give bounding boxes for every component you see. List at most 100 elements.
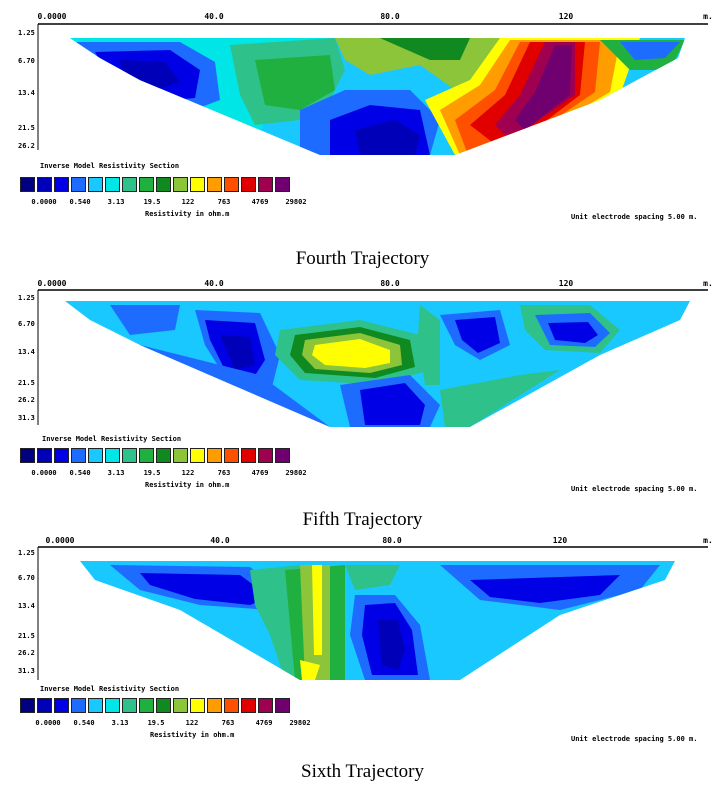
legend-value: 0.0000 [31, 469, 57, 477]
depth-label: 21.5 [18, 124, 35, 132]
legend-value: 3.13 [107, 198, 125, 206]
legend-value: 3.13 [107, 469, 125, 477]
legend-swatch [275, 177, 290, 192]
legend-value: 763 [221, 719, 235, 727]
legend-value: 763 [217, 198, 231, 206]
resistivity-section [37, 23, 708, 155]
trajectory-caption: Fourth Trajectory [295, 248, 430, 269]
legend-swatch [105, 698, 120, 713]
legend-swatch [122, 698, 137, 713]
legend-swatch [139, 448, 154, 463]
legend-swatch [54, 177, 69, 192]
depth-label: 13.4 [18, 602, 35, 610]
axis-tick: 0.0000 [37, 12, 67, 21]
legend-value: 4769 [251, 469, 269, 477]
color-legend [20, 448, 290, 463]
depth-label: 1.25 [18, 294, 35, 302]
depth-label: 6.70 [18, 320, 35, 328]
electrode-spacing: Unit electrode spacing 5.00 m. [571, 735, 698, 743]
legend-title: Inverse Model Resistivity Section [40, 162, 180, 170]
legend-swatch [139, 698, 154, 713]
legend-value: 19.5 [143, 198, 161, 206]
legend-swatch [20, 698, 35, 713]
legend-value: 122 [181, 198, 195, 206]
depth-label: 6.70 [18, 574, 35, 582]
legend-swatch [122, 448, 137, 463]
legend-swatch [105, 448, 120, 463]
axis-tick: 0.0000 [37, 279, 67, 288]
axis-tick: 40.0 [204, 12, 224, 21]
legend-swatch [20, 448, 35, 463]
legend-swatch [88, 177, 103, 192]
legend-value: 29802 [289, 719, 311, 727]
depth-label: 13.4 [18, 348, 35, 356]
legend-swatch [173, 698, 188, 713]
legend-swatch [224, 698, 239, 713]
legend-swatch [275, 698, 290, 713]
legend-title: Inverse Model Resistivity Section [40, 685, 180, 693]
legend-swatch [71, 177, 86, 192]
legend-swatch [105, 177, 120, 192]
legend-unit: Resistivity in ohm.m [145, 210, 230, 218]
axis-tick: 80.0 [380, 12, 400, 21]
electrode-spacing: Unit electrode spacing 5.00 m. [571, 485, 698, 493]
axis-tick: m. [703, 279, 713, 288]
legend-swatch [258, 698, 273, 713]
legend-value: 29802 [285, 198, 307, 206]
electrode-spacing: Unit electrode spacing 5.00 m. [571, 213, 698, 221]
legend-swatch [224, 448, 239, 463]
legend-swatch [207, 698, 222, 713]
legend-title: Inverse Model Resistivity Section [42, 435, 182, 443]
depth-label: 13.4 [18, 89, 35, 97]
legend-value: 122 [185, 719, 199, 727]
resistivity-section [37, 546, 708, 680]
axis-tick: 0.0000 [45, 536, 75, 545]
axis-tick: 40.0 [210, 536, 230, 545]
legend-swatch [190, 177, 205, 192]
axis-tick: 120 [552, 536, 568, 545]
legend-value: 4769 [255, 719, 273, 727]
legend-value: 19.5 [147, 719, 165, 727]
trajectory-caption: Sixth Trajectory [301, 761, 424, 782]
trajectory-caption: Fifth Trajectory [302, 509, 423, 530]
legend-swatch [207, 177, 222, 192]
legend-swatch [156, 177, 171, 192]
distance-axis: 0.0000 40.0 80.0 120 m. [0, 535, 725, 575]
legend-swatch [207, 448, 222, 463]
legend-value: 4769 [251, 198, 269, 206]
legend-swatch [258, 448, 273, 463]
axis-tick: 120 [558, 279, 574, 288]
axis-tick: m. [703, 536, 713, 545]
panel-sixth-trajectory: 0.0000 40.0 80.0 120 m. 1.25 6.70 13.4 2… [0, 535, 725, 787]
panel-fifth-trajectory: 0.0000 40.0 80.0 120 m. 1.25 6.70 13.4 2… [0, 275, 725, 535]
legend-swatch [54, 448, 69, 463]
legend-value: 122 [181, 469, 195, 477]
panel-fourth-trajectory: 0.0000 40.0 80.0 120 m. 1.25 6.70 13.4 2… [0, 0, 725, 275]
legend-value: 19.5 [143, 469, 161, 477]
legend-swatch [190, 698, 205, 713]
color-legend [20, 177, 290, 192]
legend-swatch [258, 177, 273, 192]
legend-swatch [54, 698, 69, 713]
legend-unit: Resistivity in ohm.m [145, 481, 230, 489]
axis-tick: 120 [558, 12, 574, 21]
depth-label: 26.2 [18, 649, 35, 657]
resistivity-section [37, 289, 708, 427]
legend-value: 3.13 [111, 719, 129, 727]
axis-tick: 40.0 [204, 279, 224, 288]
legend-swatch [241, 698, 256, 713]
legend-value: 29802 [285, 469, 307, 477]
legend-unit: Resistivity in ohm.m [150, 731, 235, 739]
distance-axis: 0.0000 40.0 80.0 120 m. [0, 275, 725, 315]
depth-label: 31.3 [18, 414, 35, 422]
depth-label: 6.70 [18, 57, 35, 65]
depth-label: 26.2 [18, 142, 35, 150]
legend-swatch [190, 448, 205, 463]
depth-label: 26.2 [18, 396, 35, 404]
legend-swatch [241, 448, 256, 463]
legend-swatch [20, 177, 35, 192]
legend-value: 0.540 [69, 198, 91, 206]
legend-value: 0.540 [69, 469, 91, 477]
color-legend [20, 698, 290, 713]
depth-label: 21.5 [18, 632, 35, 640]
